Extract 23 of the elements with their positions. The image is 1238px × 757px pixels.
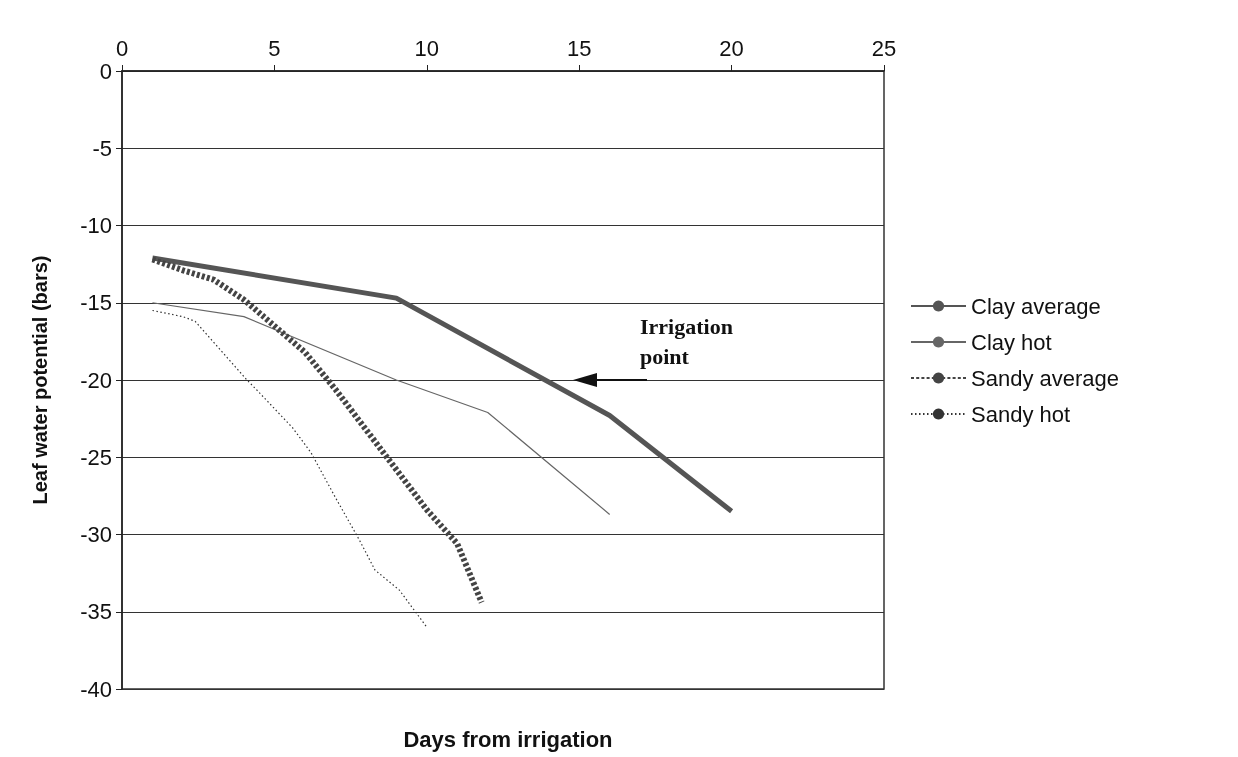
x-tick-label: 10 (414, 35, 440, 61)
x-tick-label: 15 (566, 35, 592, 61)
legend-label: Clay average (971, 293, 1101, 319)
y-tick-label: -40 (80, 676, 112, 702)
y-tick-label: -20 (80, 367, 112, 393)
y-tick-label: -25 (80, 444, 112, 470)
y-tick-label: -30 (80, 522, 112, 547)
y-axis-title: Leaf water potential (bars) (29, 255, 51, 505)
legend-label: Clay hot (971, 329, 1052, 355)
x-tick-label: 0 (115, 35, 129, 61)
x-tick-label: 5 (268, 35, 281, 61)
y-tick-label: -5 (92, 135, 112, 161)
x-tick-label: 20 (719, 35, 744, 61)
legend-label: Sandy hot (971, 401, 1071, 427)
y-tick-label: -10 (80, 213, 112, 238)
y-tick-label: -35 (80, 599, 112, 625)
y-tick-label: -15 (80, 290, 112, 316)
annotation: Irrigation point (640, 313, 734, 371)
x-axis-title: Days from irrigation (403, 726, 613, 752)
x-tick-label: 25 (871, 35, 897, 61)
legend-label: Sandy average (971, 365, 1119, 391)
line-series (151, 302, 611, 516)
y-tick-label: 0 (99, 58, 112, 84)
